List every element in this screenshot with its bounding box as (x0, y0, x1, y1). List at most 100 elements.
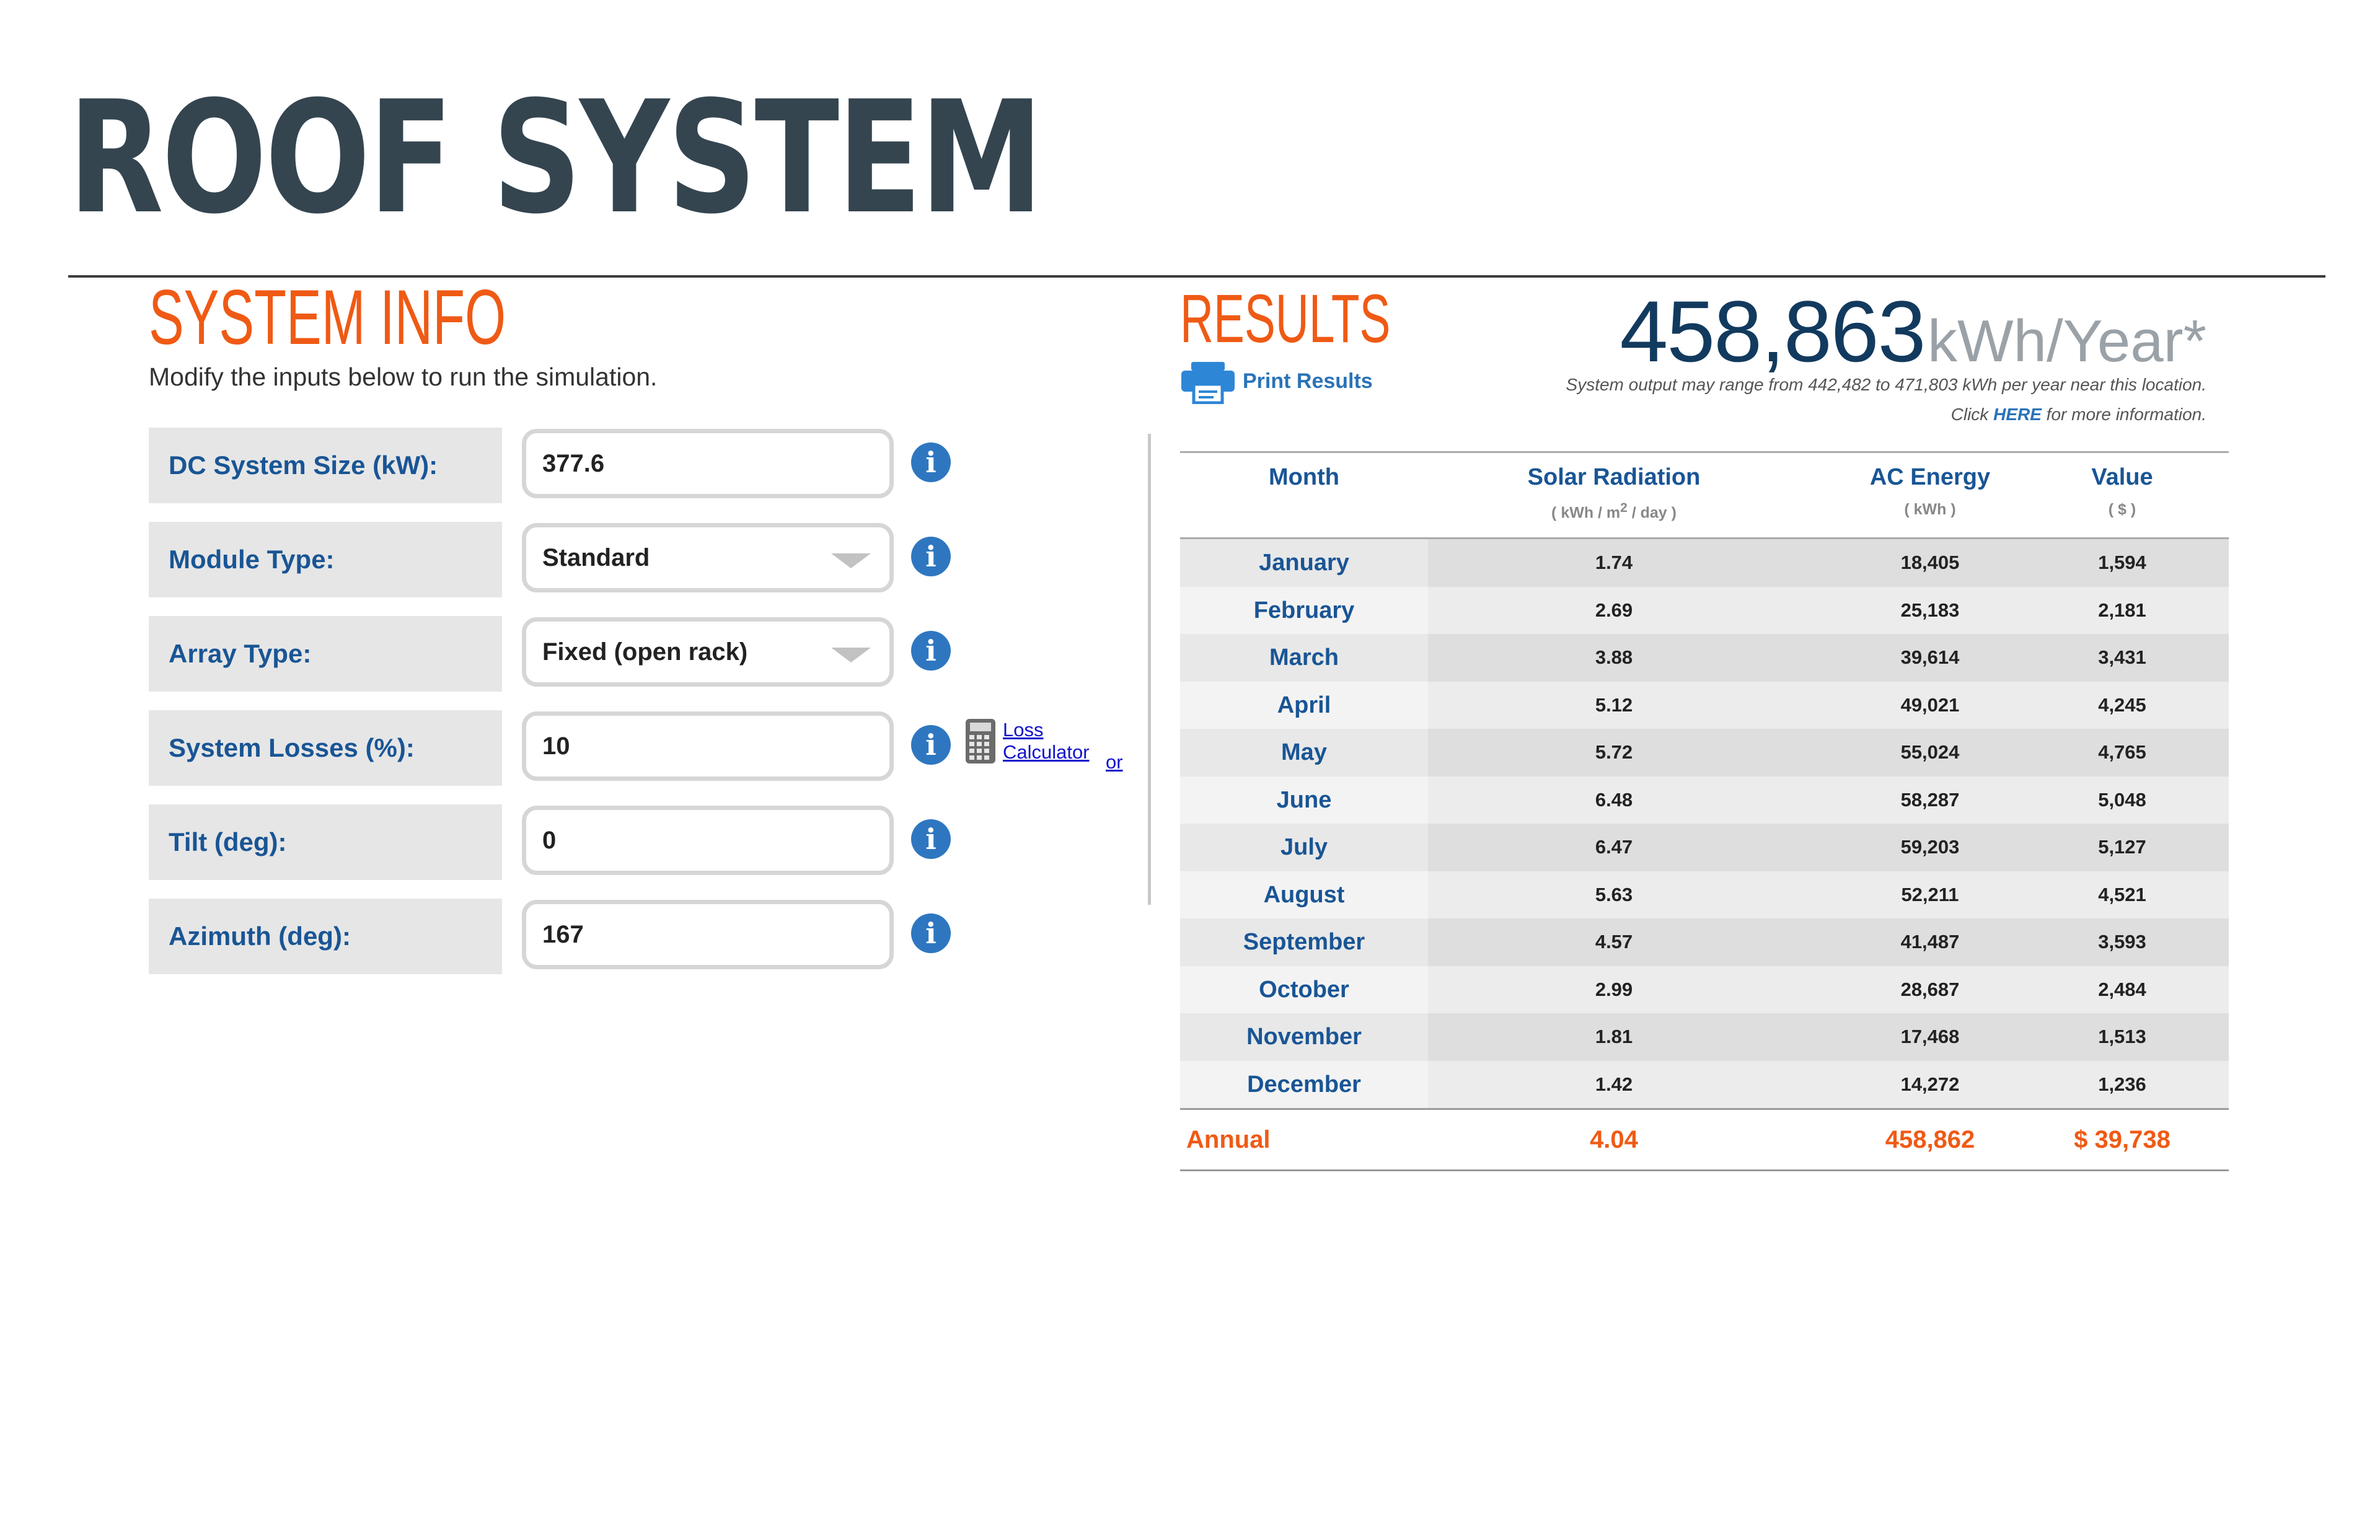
array-type-label: Array Type: (149, 616, 502, 692)
info-icon[interactable]: i (911, 725, 951, 765)
field-row-array-type: Array Type: Fixed (open rack) i (149, 616, 1047, 692)
value-cell: 2,181 (2098, 599, 2146, 621)
month-cell-bg (1180, 634, 1428, 682)
annual-total-value: 458,863 (1620, 283, 1926, 380)
system-info-subtitle: Modify the inputs below to run the simul… (149, 363, 658, 391)
calculator-keys (969, 735, 992, 760)
printer-icon[interactable] (1180, 361, 1236, 404)
more-info-note: Click HERE for more information. (1951, 405, 2206, 425)
energy-cell: 52,211 (1901, 883, 1959, 905)
table-row: February 2.69 25,183 2,181 (1180, 586, 2229, 634)
annual-energy: 458,862 (1885, 1126, 1975, 1153)
month-cell: August (1263, 881, 1345, 908)
info-icon[interactable]: i (911, 442, 951, 482)
table-row: August 5.63 52,211 4,521 (1180, 871, 2229, 918)
output-range-note: System output may range from 442,482 to … (1566, 375, 2206, 394)
info-icon[interactable]: i (911, 631, 951, 671)
azimuth-input[interactable]: 167 (522, 900, 894, 969)
month-cell: February (1253, 597, 1355, 623)
annual-label: Annual (1186, 1126, 1271, 1153)
month-cell: November (1246, 1024, 1362, 1050)
energy-cell: 14,272 (1900, 1073, 1960, 1095)
loss-calculator-link[interactable]: Loss Calculator (1003, 719, 1090, 763)
table-row: March 3.88 39,614 3,431 (1180, 634, 2229, 682)
month-cell-bg (1180, 1013, 1428, 1061)
loss-calculator-link-line2: Calculator (1003, 741, 1090, 763)
tilt-input[interactable]: 0 (522, 806, 894, 875)
month-cell-bg (1180, 871, 1428, 918)
month-cell-bg (1180, 966, 1428, 1013)
table-row: May 5.72 55,024 4,765 (1180, 729, 2229, 777)
values-cell-bg (1428, 966, 2229, 1013)
col-value-header: Value (2091, 464, 2153, 490)
loss-calculator-link-line1: Loss (1003, 719, 1044, 741)
table-annual-rule (1180, 1108, 2229, 1110)
values-cell-bg (1428, 586, 2229, 634)
dc-system-size-input[interactable]: 377.6 (522, 429, 894, 498)
module-type-label: Module Type: (149, 522, 502, 597)
info-icon[interactable]: i (911, 913, 951, 953)
info-icon[interactable]: i (911, 819, 951, 859)
radiation-cell: 6.47 (1595, 836, 1633, 858)
annual-total-unit: kWh/Year* (1928, 308, 2206, 374)
table-row: November 1.81 17,468 1,513 (1180, 1013, 2229, 1061)
table-top-rule (1180, 451, 2229, 453)
table-row: January 1.74 18,405 1,594 (1180, 539, 2229, 587)
radiation-cell: 5.72 (1595, 741, 1633, 763)
col-ac-energy-unit: ( kWh ) (1904, 501, 1956, 518)
field-row-azimuth: Azimuth (deg): 167 i (149, 899, 1047, 974)
array-type-select[interactable]: Fixed (open rack) (522, 617, 894, 687)
energy-cell: 59,203 (1900, 836, 1960, 858)
month-cell: March (1269, 645, 1339, 671)
radiation-cell: 1.42 (1595, 1073, 1633, 1095)
module-type-select[interactable]: Standard (522, 523, 894, 592)
calculator-icon[interactable] (966, 719, 995, 763)
value-cell: 1,594 (2098, 552, 2146, 573)
col-value: Value ( $ ) (2048, 464, 2197, 519)
azimuth-label: Azimuth (deg): (149, 899, 502, 974)
energy-cell: 28,687 (1900, 978, 1960, 1000)
values-cell-bg (1428, 871, 2229, 918)
values-cell-bg (1428, 1013, 2229, 1061)
energy-cell: 39,614 (1900, 646, 1960, 668)
results-table: Month Solar Radiation ( kWh / m2 / day )… (1180, 451, 2229, 1171)
field-row-module-type: Module Type: Standard i (149, 522, 1047, 597)
field-row-dc-system-size: DC System Size (kW): 377.6 i (149, 428, 1047, 503)
info-icon[interactable]: i (911, 537, 951, 576)
month-cell: October (1259, 976, 1349, 1003)
table-row: April 5.12 49,021 4,245 (1180, 681, 2229, 729)
more-info-link[interactable]: HERE (1993, 405, 2042, 424)
col-month: Month (1180, 464, 1428, 491)
field-row-tilt: Tilt (deg): 0 i (149, 804, 1047, 880)
vertical-divider (1148, 434, 1151, 905)
month-cell: May (1281, 739, 1327, 765)
calculator-screen (970, 723, 991, 731)
table-row: June 6.48 58,287 5,048 (1180, 776, 2229, 824)
energy-cell: 55,024 (1900, 741, 1960, 763)
month-cell-bg (1180, 586, 1428, 634)
month-cell-bg (1180, 918, 1428, 966)
radiation-cell: 2.99 (1595, 978, 1633, 1000)
value-cell: 1,236 (2098, 1073, 2146, 1095)
value-cell: 4,765 (2098, 741, 2146, 763)
month-cell: April (1277, 692, 1331, 718)
month-cell-bg (1180, 1060, 1428, 1108)
col-solar-radiation-unit: ( kWh / m2 / day ) (1551, 501, 1677, 522)
month-cell: June (1276, 786, 1332, 813)
values-cell-bg (1428, 824, 2229, 871)
radiation-cell: 6.48 (1595, 788, 1633, 811)
title-divider (68, 275, 2325, 278)
radiation-cell: 5.12 (1595, 693, 1633, 716)
field-row-system-losses: System Losses (%): 10 i Loss Calculator (149, 710, 1090, 786)
print-results-link[interactable]: Print Results (1243, 369, 1373, 393)
value-cell: 5,127 (2098, 836, 2146, 858)
value-cell: 4,521 (2098, 883, 2146, 905)
col-solar-radiation-header: Solar Radiation (1527, 464, 1701, 490)
tilt-label: Tilt (deg): (149, 804, 502, 880)
stray-link[interactable]: or (1106, 751, 1123, 773)
dc-system-size-label: DC System Size (kW): (149, 428, 502, 503)
system-losses-input[interactable]: 10 (522, 711, 894, 781)
energy-cell: 25,183 (1900, 599, 1960, 621)
values-cell-bg (1428, 1060, 2229, 1108)
annual-value: $ 39,738 (2074, 1126, 2171, 1153)
